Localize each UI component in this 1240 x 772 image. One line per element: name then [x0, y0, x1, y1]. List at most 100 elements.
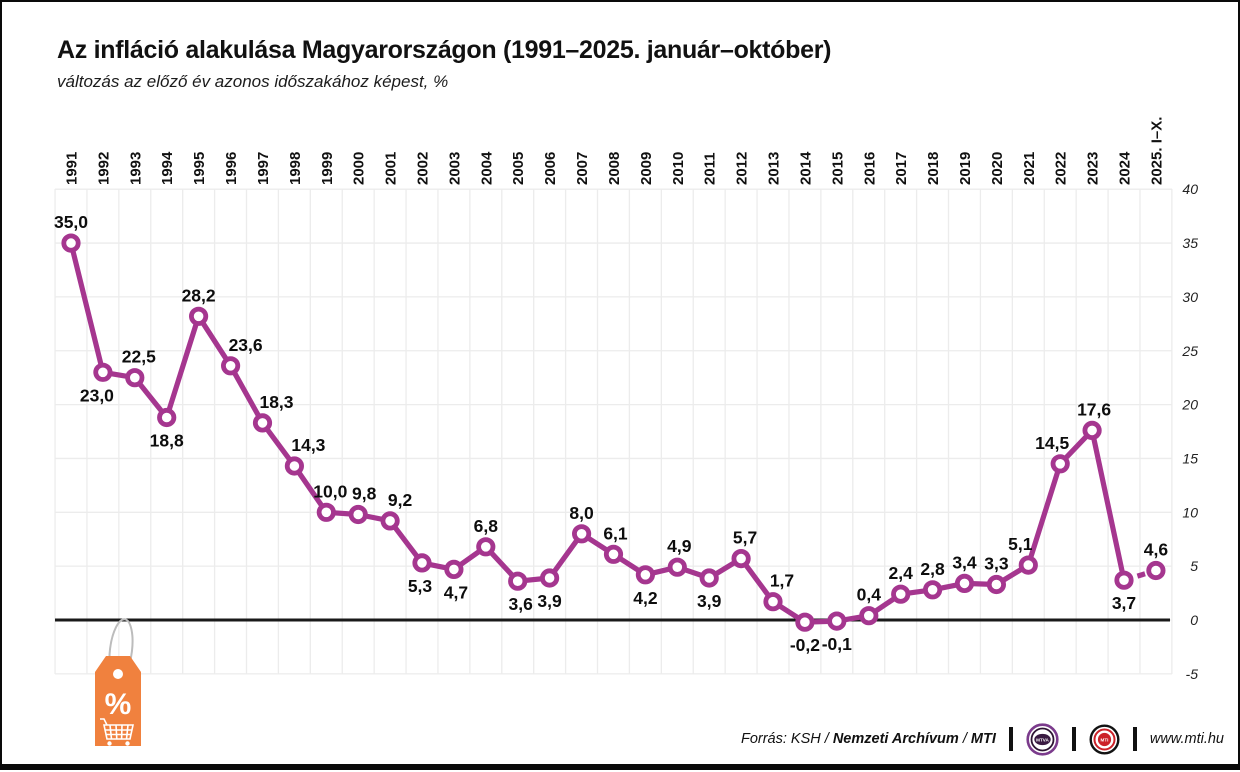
data-point-1993 [128, 371, 142, 385]
data-label-1995: 28,2 [182, 285, 216, 305]
data-label-2020: 3,3 [984, 554, 1009, 574]
data-label-2022: 14,5 [1035, 433, 1069, 453]
data-label-2024: 3,7 [1112, 593, 1136, 613]
y-tick-label: 5 [1190, 558, 1198, 574]
data-label-2017: 2,4 [889, 563, 914, 583]
data-point-2002 [415, 556, 429, 570]
tag-hole [113, 669, 123, 679]
tag-percent-label: % [105, 688, 132, 721]
mti-logo-icon: MTI [1089, 724, 1120, 755]
data-label-2013: 1,7 [770, 571, 794, 591]
y-tick-label: -5 [1186, 666, 1199, 682]
data-point-1995 [191, 309, 205, 323]
footer-divider [1072, 727, 1076, 751]
website-url: www.mti.hu [1150, 731, 1224, 747]
year-label-2024: 2024 [1117, 151, 1134, 185]
data-point-2012 [734, 551, 748, 565]
year-label-2000: 2000 [351, 152, 368, 185]
source-prefix: Forrás: KSH / [741, 731, 829, 747]
data-label-2000: 9,8 [352, 484, 377, 504]
y-tick-label: 20 [1181, 397, 1198, 413]
data-label-2014: -0,2 [790, 635, 820, 655]
data-point-1996 [223, 359, 237, 373]
footer-divider [1009, 727, 1013, 751]
source-agency: MTI [971, 731, 996, 747]
data-label-1992: 23,0 [80, 385, 114, 405]
year-label-2016: 2016 [861, 152, 878, 185]
data-label-1991: 35,0 [54, 212, 88, 232]
year-label-2003: 2003 [446, 152, 463, 185]
mti-logo: MTI [1089, 724, 1120, 755]
data-label-2002: 5,3 [408, 576, 433, 596]
source-separator: / [963, 731, 967, 747]
data-label-1997: 18,3 [259, 392, 293, 412]
year-label-2020: 2020 [989, 152, 1006, 185]
data-point-2018 [925, 583, 939, 597]
data-label-2018: 2,8 [920, 559, 945, 579]
year-label-2001: 2001 [383, 152, 400, 185]
y-tick-label: 35 [1182, 235, 1198, 251]
data-point-1992 [96, 365, 110, 379]
data-point-2007 [574, 527, 588, 541]
data-point-2001 [383, 514, 397, 528]
y-tick-label: 0 [1190, 612, 1198, 628]
data-point-2020 [989, 577, 1003, 591]
data-point-2011 [702, 571, 716, 585]
year-label-1996: 1996 [223, 152, 240, 185]
data-label-2012: 5,7 [733, 528, 757, 548]
data-point-1999 [319, 505, 333, 519]
data-point-2023 [1085, 423, 1099, 437]
data-label-2001: 9,2 [388, 490, 413, 510]
data-point-2013 [766, 595, 780, 609]
year-label-2002: 2002 [415, 152, 432, 185]
data-point-1997 [255, 416, 269, 430]
data-point-2021 [1021, 558, 1035, 572]
data-point-2010 [670, 560, 684, 574]
data-point-2004 [479, 540, 493, 554]
year-label-2013: 2013 [766, 152, 783, 185]
data-point-2014 [798, 615, 812, 629]
data-point-2017 [894, 587, 908, 601]
footer: Forrás: KSH / Nemzeti Archívum / MTI MTV… [741, 721, 1224, 757]
data-label-2003: 4,7 [444, 582, 468, 602]
y-tick-label: 40 [1182, 181, 1198, 197]
year-label-2012: 2012 [734, 152, 751, 185]
year-label-1994: 1994 [159, 151, 176, 185]
grid [55, 189, 1172, 674]
year-label-2014: 2014 [797, 151, 814, 185]
data-label-1999: 10,0 [313, 481, 347, 501]
year-label-1998: 1998 [287, 152, 304, 185]
y-tick-label: 25 [1181, 343, 1198, 359]
data-point-1994 [160, 410, 174, 424]
data-label-2008: 6,1 [603, 523, 628, 543]
year-label-2004: 2004 [478, 151, 495, 185]
source-archive: Nemzeti Archívum [833, 731, 959, 747]
data-label-2006: 3,9 [537, 591, 562, 611]
year-label-2018: 2018 [925, 152, 942, 185]
year-label-2023: 2023 [1085, 152, 1102, 185]
year-label-2021: 2021 [1021, 152, 1038, 185]
year-label-2008: 2008 [606, 152, 623, 185]
data-label-2011: 3,9 [697, 591, 722, 611]
year-label-1992: 1992 [95, 152, 112, 185]
data-label-1994: 18,8 [150, 431, 184, 451]
data-point-2016 [862, 609, 876, 623]
year-label-2007: 2007 [574, 152, 591, 185]
data-label-2004: 6,8 [474, 516, 499, 536]
data-point-2005 [511, 574, 525, 588]
data-point-2019 [957, 576, 971, 590]
data-point-2008 [606, 547, 620, 561]
data-label-2010: 4,9 [667, 536, 692, 556]
year-label-2017: 2017 [893, 152, 910, 185]
data-label-2016: 0,4 [857, 585, 882, 605]
data-label-2005: 3,6 [509, 594, 534, 614]
mti-logo-text: MTI [1100, 737, 1108, 742]
data-point-1998 [287, 459, 301, 473]
mtva-logo: MTVA [1026, 723, 1059, 756]
year-label-2015: 2015 [829, 152, 846, 185]
data-point-2009 [638, 568, 652, 582]
